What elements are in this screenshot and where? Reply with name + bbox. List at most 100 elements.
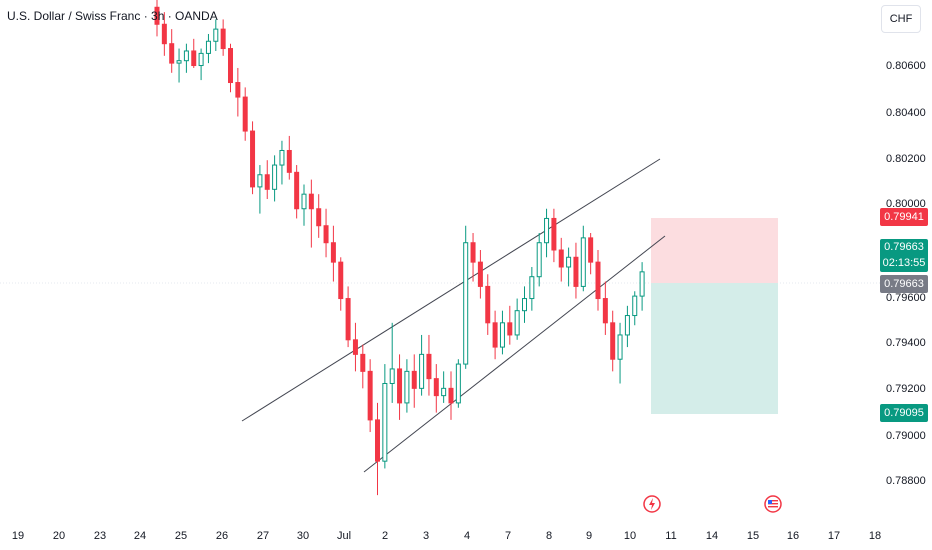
x-tick-label: 7 xyxy=(504,530,512,542)
candle-bearish xyxy=(492,322,498,348)
candle-bearish xyxy=(411,370,417,389)
candle-bearish xyxy=(375,419,380,462)
candle-bearish xyxy=(551,217,557,251)
risk-zone[interactable] xyxy=(651,218,778,283)
candle-bearish xyxy=(294,171,300,210)
candle-bullish xyxy=(419,353,425,389)
candle-bearish xyxy=(352,339,358,355)
candle-bearish xyxy=(191,50,197,67)
stop-loss-price-tag[interactable]: 0.79941 xyxy=(880,208,928,226)
candle-bearish xyxy=(161,23,167,45)
candle-bullish xyxy=(463,242,469,365)
x-tick-label: 30 xyxy=(296,530,310,542)
x-tick-label: 16 xyxy=(786,530,800,542)
bar-countdown: 02:13:55 xyxy=(882,257,926,269)
x-tick-label: 19 xyxy=(11,530,25,542)
candle-bearish xyxy=(330,242,336,263)
candle-bearish xyxy=(323,225,329,244)
lower-channel-line[interactable] xyxy=(363,235,666,473)
x-tick-label: 10 xyxy=(623,530,637,542)
y-tick-label: 0.79200 xyxy=(886,383,926,395)
us-flag-event-icon[interactable] xyxy=(764,495,782,513)
candle-bullish xyxy=(529,276,535,300)
y-tick-label: 0.80200 xyxy=(886,153,926,165)
y-tick-label: 0.80400 xyxy=(886,107,926,119)
candle-bearish xyxy=(250,130,256,188)
candle-bearish xyxy=(316,208,322,227)
candle-bullish xyxy=(198,52,204,67)
entry-price-tag[interactable]: 0.79663 xyxy=(880,275,928,293)
currency-button[interactable]: CHF xyxy=(881,5,921,33)
candle-bullish xyxy=(455,363,461,404)
candle-bullish xyxy=(566,256,572,268)
candle-bearish xyxy=(308,193,314,210)
candle-bearish xyxy=(367,370,373,421)
candle-bearish xyxy=(595,261,601,300)
x-tick-label: 25 xyxy=(174,530,188,542)
symbol-title[interactable]: U.S. Dollar / Swiss Franc · 3h · OANDA xyxy=(7,9,218,23)
candle-bearish xyxy=(507,322,513,336)
candle-bullish xyxy=(183,50,189,62)
candle-bearish xyxy=(558,249,564,268)
x-tick-label: 23 xyxy=(93,530,107,542)
candle-bearish xyxy=(448,387,454,404)
candle-bullish xyxy=(632,295,638,317)
candle-bullish xyxy=(279,149,285,166)
candle-bearish xyxy=(154,6,160,25)
earnings-flash-icon[interactable] xyxy=(643,495,661,513)
candle-bearish xyxy=(264,174,270,190)
upper-channel-line[interactable] xyxy=(241,158,661,422)
x-tick-label: 2 xyxy=(381,530,389,542)
x-tick-label: 17 xyxy=(827,530,841,542)
candle-bullish xyxy=(514,310,520,336)
candle-bearish xyxy=(426,353,432,380)
candle-bearish xyxy=(286,149,292,173)
candle-bearish xyxy=(338,261,344,300)
x-tick-label: 3 xyxy=(422,530,430,542)
take-profit-price-tag[interactable]: 0.79095 xyxy=(880,404,928,422)
candle-bearish xyxy=(242,96,248,132)
candle-bearish xyxy=(477,261,483,287)
candle-bullish xyxy=(404,370,410,404)
candle-bullish xyxy=(522,298,527,312)
candle-bearish xyxy=(610,322,616,360)
current-price-tag[interactable]: 0.79663 02:13:55 xyxy=(880,239,928,272)
candle-bullish xyxy=(544,217,550,244)
x-tick-label: 8 xyxy=(545,530,553,542)
candle-bullish xyxy=(389,368,395,384)
x-tick-label: 18 xyxy=(868,530,882,542)
candle-bearish xyxy=(485,285,491,324)
candle-bullish xyxy=(382,382,388,462)
candle-bearish xyxy=(573,256,579,287)
candle-bullish xyxy=(617,334,623,360)
candle-bearish xyxy=(602,298,608,324)
candle-bullish xyxy=(213,28,219,42)
candle-bullish xyxy=(580,237,586,287)
y-tick-label: 0.79600 xyxy=(886,292,926,304)
candle-bullish xyxy=(205,40,211,54)
x-tick-label: 14 xyxy=(705,530,719,542)
candle-bullish xyxy=(176,60,182,64)
candle-bearish xyxy=(235,82,241,98)
y-tick-label: 0.79400 xyxy=(886,337,926,349)
y-tick-label: 0.79000 xyxy=(886,430,926,442)
candle-bearish xyxy=(345,298,351,341)
candles-layer xyxy=(154,0,645,496)
candle-bullish xyxy=(624,315,630,336)
y-tick-label: 0.78800 xyxy=(886,475,926,487)
candle-bullish xyxy=(272,164,278,190)
candle-bearish xyxy=(360,353,366,372)
candle-bearish xyxy=(397,368,403,404)
x-tick-label: 26 xyxy=(215,530,229,542)
candle-bearish xyxy=(588,237,594,263)
current-price-value: 0.79663 xyxy=(884,241,924,253)
candle-bearish xyxy=(228,48,233,84)
candle-bullish xyxy=(257,174,263,188)
candle-bullish xyxy=(301,193,307,210)
reward-zone[interactable] xyxy=(651,283,778,414)
candle-bullish xyxy=(441,387,447,397)
candle-bullish xyxy=(499,322,505,348)
x-tick-label: 11 xyxy=(665,530,677,542)
